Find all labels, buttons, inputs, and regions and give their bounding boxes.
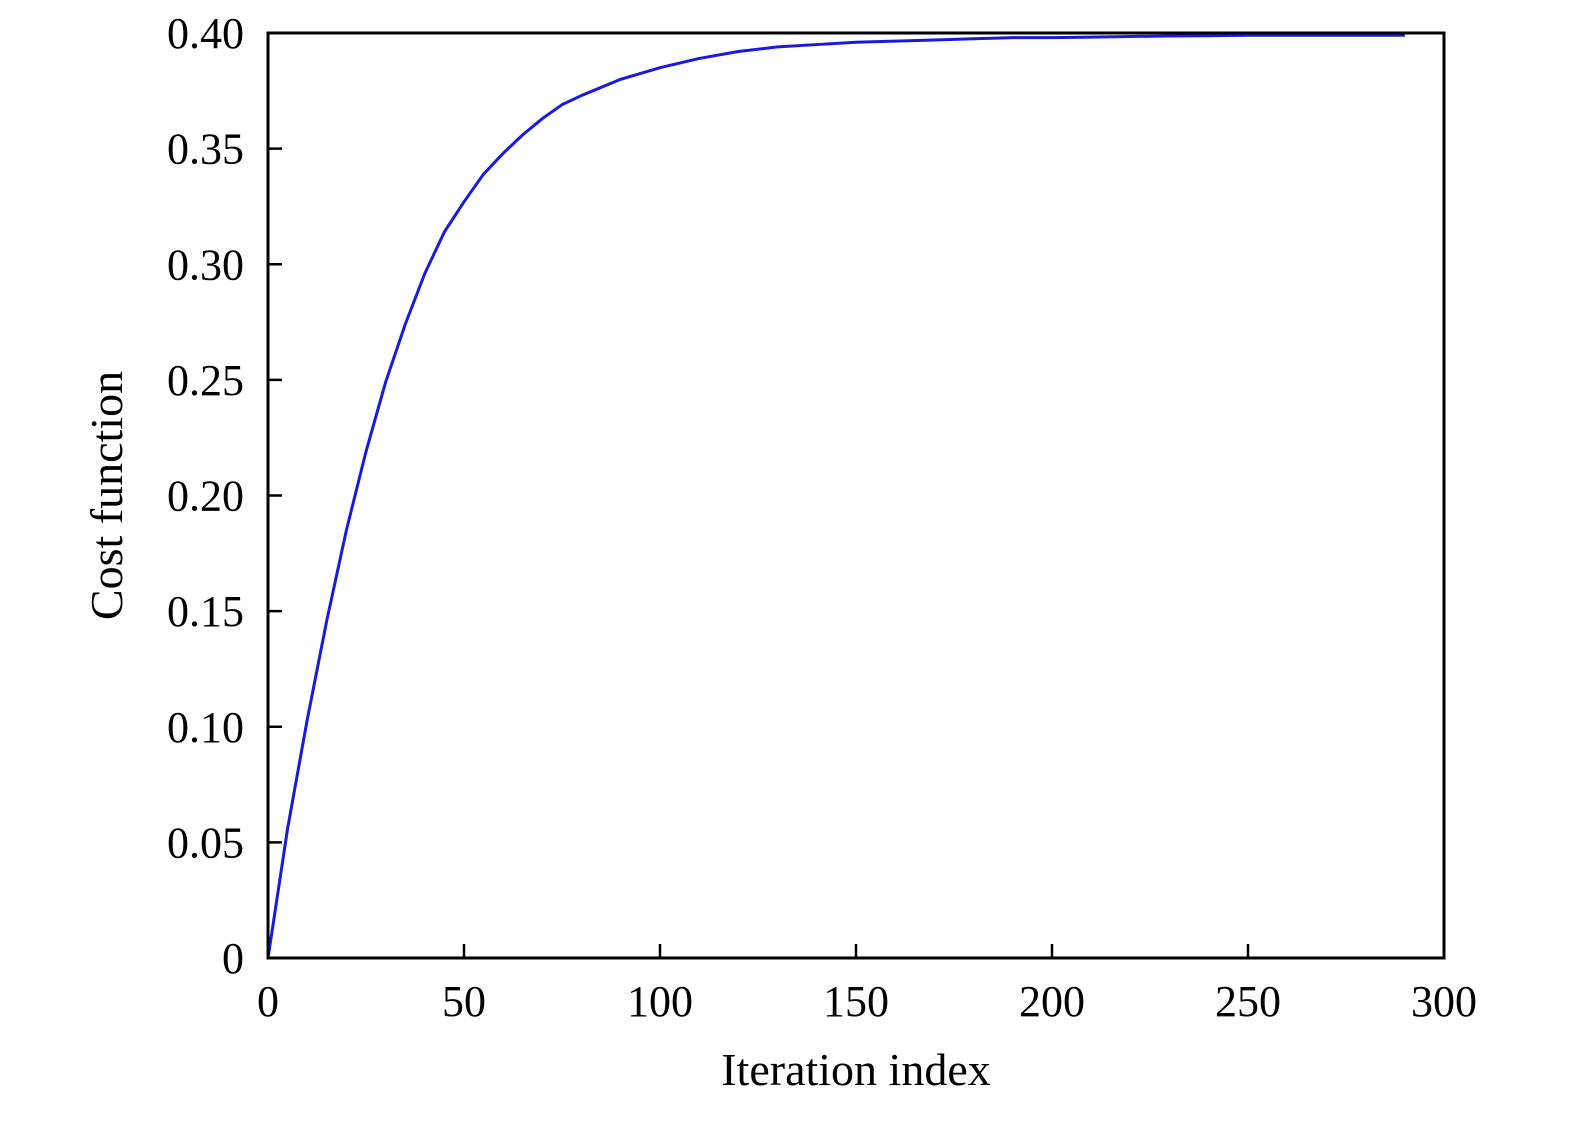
y-tick-label: 0.35 bbox=[167, 125, 244, 174]
y-tick-label: 0.40 bbox=[167, 9, 244, 58]
y-tick-label: 0 bbox=[222, 934, 244, 983]
x-tick-label: 300 bbox=[1411, 977, 1477, 1026]
x-tick-label: 150 bbox=[823, 977, 889, 1026]
y-tick-label: 0.20 bbox=[167, 472, 244, 521]
plot-frame bbox=[266, 31, 1446, 960]
x-tick-label: 50 bbox=[442, 977, 486, 1026]
y-tick-label: 0.05 bbox=[167, 818, 244, 867]
y-tick-label: 0.30 bbox=[167, 240, 244, 289]
y-axis-ticks: 0 0.05 0.10 0.15 0.20 0.25 0.30 0.35 0.40 bbox=[167, 9, 282, 983]
series-layer bbox=[266, 33, 1405, 959]
series-line-0 bbox=[266, 33, 1405, 959]
y-tick-label: 0.10 bbox=[167, 703, 244, 752]
x-axis-title: Iteration index bbox=[721, 1044, 991, 1095]
y-tick-label: 0.15 bbox=[167, 587, 244, 636]
y-tick-label: 0.25 bbox=[167, 356, 244, 405]
x-tick-label: 100 bbox=[627, 977, 693, 1026]
y-axis-title: Cost function bbox=[81, 371, 132, 620]
x-tick-label: 200 bbox=[1019, 977, 1085, 1026]
x-tick-label: 250 bbox=[1215, 977, 1281, 1026]
x-axis-ticks: 0 50 100 150 200 250 300 bbox=[257, 944, 1477, 1026]
x-tick-label: 0 bbox=[257, 977, 279, 1026]
